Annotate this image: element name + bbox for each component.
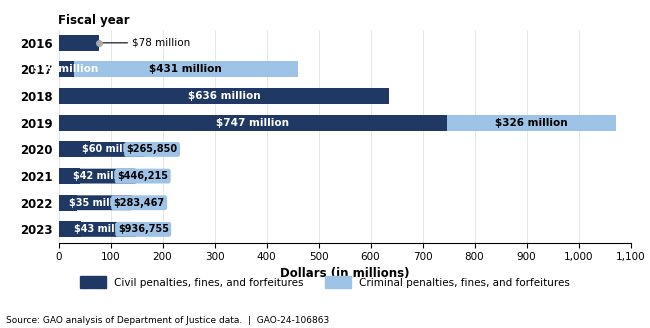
- Bar: [58, 61, 73, 77]
- Text: $446,215: $446,215: [117, 171, 168, 181]
- Text: $431 million: $431 million: [150, 65, 222, 74]
- Text: $78 million: $78 million: [132, 38, 190, 48]
- Bar: [58, 168, 81, 184]
- Bar: [58, 195, 77, 211]
- Bar: [447, 115, 616, 131]
- X-axis label: Dollars (in millions): Dollars (in millions): [280, 267, 410, 279]
- Bar: [73, 61, 298, 77]
- Text: $43 million: $43 million: [73, 224, 135, 235]
- Text: Source: GAO analysis of Department of Justice data.  |  GAO-24-106863: Source: GAO analysis of Department of Ju…: [6, 316, 330, 325]
- Text: $283,467: $283,467: [114, 198, 164, 208]
- Text: $60 million: $60 million: [83, 144, 144, 154]
- Text: $936,755: $936,755: [118, 224, 169, 235]
- Text: Fiscal year: Fiscal year: [58, 14, 130, 27]
- Text: $42 million: $42 million: [73, 171, 135, 181]
- Text: $265,850: $265,850: [127, 144, 177, 154]
- Bar: [58, 115, 447, 131]
- Bar: [58, 221, 81, 237]
- Text: $35 million: $35 million: [70, 198, 131, 208]
- Text: $747 million: $747 million: [216, 118, 289, 128]
- Text: $326 million: $326 million: [495, 118, 568, 128]
- Bar: [58, 35, 99, 51]
- Bar: [58, 141, 90, 157]
- Legend: Civil penalties, fines, and forfeitures, Criminal penalties, fines, and forfeitu: Civil penalties, fines, and forfeitures,…: [80, 276, 570, 288]
- Bar: [58, 88, 389, 104]
- Text: $29 million: $29 million: [33, 65, 99, 74]
- Text: $636 million: $636 million: [188, 91, 260, 101]
